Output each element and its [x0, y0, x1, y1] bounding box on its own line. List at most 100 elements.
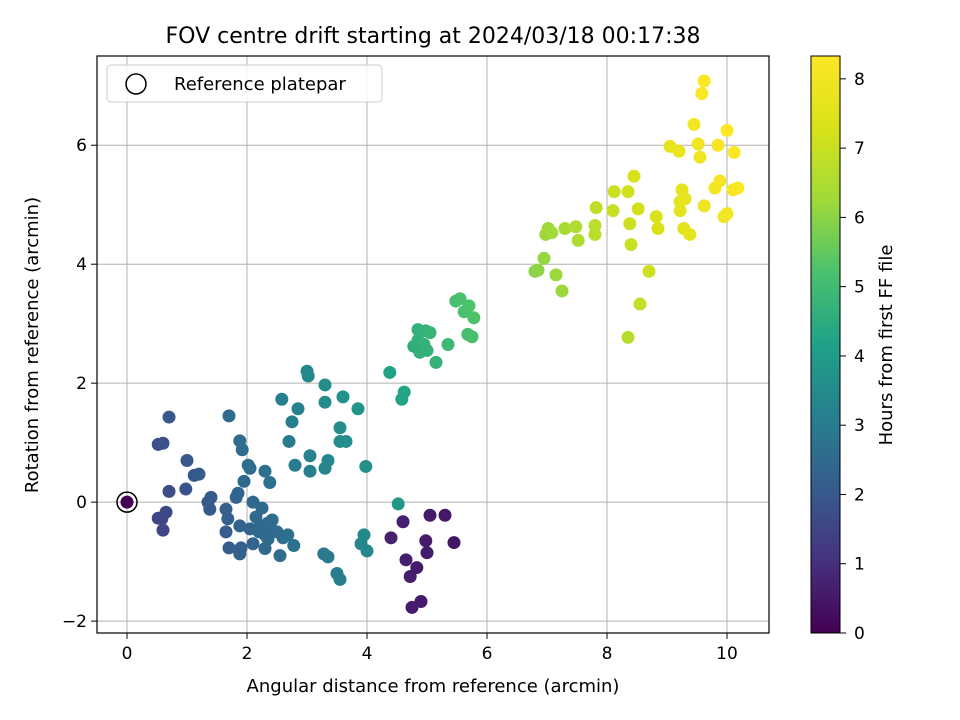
data-point	[588, 219, 602, 233]
data-point	[301, 369, 315, 383]
data-point	[403, 569, 417, 583]
data-point	[695, 86, 709, 100]
data-point	[219, 525, 233, 539]
data-point	[697, 199, 711, 213]
colorbar-tick-label: 5	[854, 278, 865, 298]
data-point	[258, 464, 272, 478]
data-point	[252, 525, 266, 539]
data-point	[447, 536, 461, 550]
data-point	[697, 74, 711, 88]
x-tick-label: 0	[122, 644, 133, 664]
data-point	[246, 537, 260, 551]
data-point	[693, 150, 707, 164]
grid	[97, 56, 769, 633]
data-point	[731, 181, 745, 195]
data-point	[321, 453, 335, 467]
data-point	[155, 512, 169, 526]
legend: Reference platepar	[106, 64, 383, 103]
data-point	[531, 263, 545, 277]
colorbar-gradient	[810, 55, 841, 634]
data-point	[235, 443, 249, 457]
data-point	[711, 138, 725, 152]
data-point	[162, 484, 176, 498]
x-axis-ticks: 0 2 4 6 8 10	[122, 633, 738, 664]
data-point	[156, 436, 170, 450]
data-point	[651, 222, 665, 236]
data-point	[621, 185, 635, 199]
y-tick-label: −2	[62, 612, 87, 632]
data-point	[303, 464, 317, 478]
data-point	[273, 549, 287, 563]
data-point	[423, 326, 437, 340]
colorbar-tick-label: 6	[854, 208, 865, 228]
data-point	[192, 467, 206, 481]
x-tick-label: 2	[242, 644, 253, 664]
data-point	[399, 553, 413, 567]
data-point	[649, 210, 663, 224]
data-point	[180, 453, 194, 467]
data-point	[263, 476, 277, 490]
data-point	[359, 459, 373, 473]
data-point	[420, 343, 434, 357]
legend-box	[106, 64, 383, 103]
colorbar-tick-label: 3	[854, 416, 865, 436]
colorbar-tick-label: 8	[854, 70, 865, 90]
data-point	[219, 502, 233, 516]
data-point	[261, 532, 275, 546]
data-point	[569, 220, 583, 234]
data-point	[333, 421, 347, 435]
data-point	[336, 390, 350, 404]
data-point	[673, 204, 687, 218]
data-point	[397, 385, 411, 399]
x-tick-label: 8	[602, 644, 613, 664]
colorbar-tick-label: 2	[854, 485, 865, 505]
x-axis-label: Angular distance from reference (arcmin)	[247, 676, 620, 697]
data-point	[420, 546, 434, 560]
data-point	[687, 117, 701, 131]
data-point	[720, 123, 734, 137]
colorbar-ticks: 0 1 2 3 4 5 6 7 8	[840, 70, 865, 644]
data-point	[467, 311, 481, 325]
data-point	[414, 594, 428, 608]
data-point	[429, 355, 443, 369]
colorbar-tick-label: 0	[854, 624, 865, 644]
data-point	[287, 539, 301, 553]
data-point	[285, 415, 299, 429]
legend-marker-icon	[125, 73, 147, 95]
data-point	[162, 410, 176, 424]
data-point	[545, 226, 559, 240]
data-point	[624, 238, 638, 252]
data-point	[419, 534, 433, 548]
data-point	[683, 227, 697, 241]
data-point	[678, 192, 692, 206]
y-tick-label: 6	[76, 136, 87, 156]
data-point	[727, 145, 741, 159]
data-point	[410, 561, 424, 575]
y-tick-label: 2	[76, 374, 87, 394]
data-point	[222, 409, 236, 423]
data-point	[383, 365, 397, 379]
x-tick-label: 4	[362, 644, 373, 664]
data-point	[462, 299, 476, 313]
data-point	[291, 402, 305, 416]
data-point	[621, 330, 635, 344]
data-point	[275, 392, 289, 406]
colorbar-tick-label: 1	[854, 555, 865, 575]
data-point	[231, 486, 245, 500]
data-point	[354, 537, 368, 551]
x-tick-label: 6	[482, 644, 493, 664]
y-axis-ticks: −2 0 2 4 6	[62, 136, 97, 632]
x-tick-label: 10	[716, 644, 738, 664]
y-tick-label: 0	[76, 493, 87, 513]
y-axis-label: Rotation from reference (arcmin)	[22, 197, 43, 493]
data-point	[351, 402, 365, 416]
data-point	[453, 292, 467, 306]
data-point	[691, 137, 705, 151]
data-point	[438, 508, 452, 522]
colorbar-tick-label: 7	[854, 139, 865, 159]
data-point	[179, 482, 193, 496]
data-point	[339, 434, 353, 448]
data-point	[627, 169, 641, 183]
colorbar-tick-label: 4	[854, 347, 865, 367]
